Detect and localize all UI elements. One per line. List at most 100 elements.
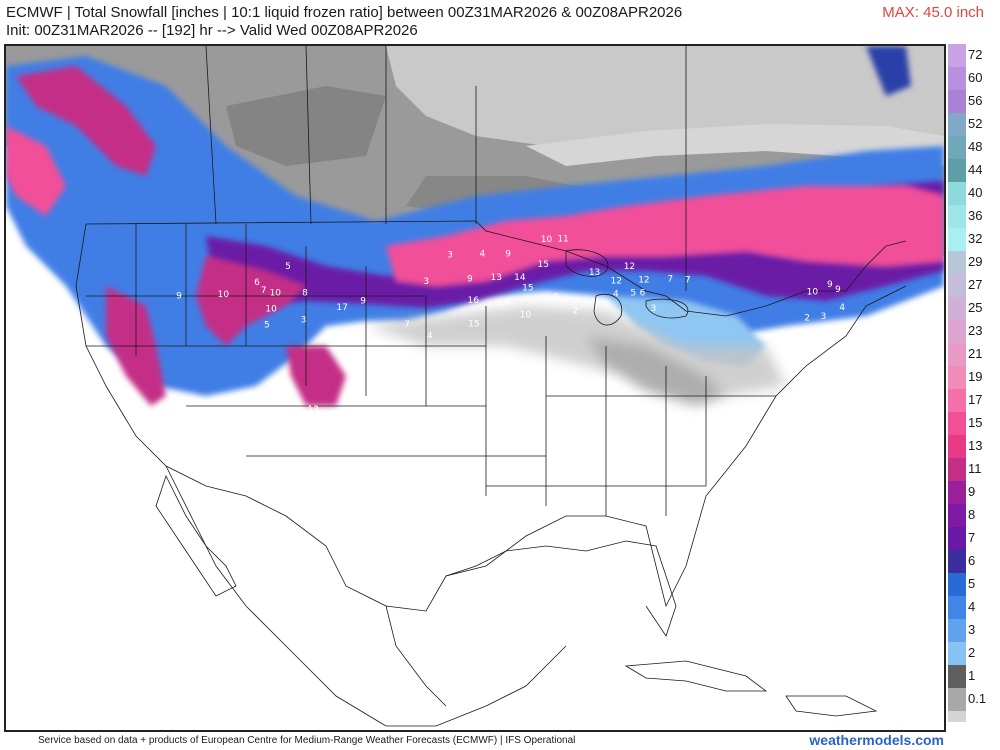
snowfall-value-label: 15	[538, 260, 549, 270]
snowfall-value-label: 2	[804, 313, 810, 323]
colorbar-label: 32	[968, 231, 983, 247]
colorbar-label: 13	[968, 438, 983, 454]
snowfall-value-label: 4	[613, 289, 619, 299]
colorbar-swatch	[948, 44, 966, 68]
snowfall-value-label: 7	[404, 320, 410, 330]
colorbar-label: 15	[968, 415, 983, 431]
colorbar-label: 11	[968, 461, 982, 477]
snowfall-value-label: 13	[308, 405, 319, 415]
colorbar-swatch	[948, 66, 966, 91]
colorbar-swatch	[948, 319, 966, 344]
snowfall-value-label: 10	[541, 235, 553, 245]
snowfall-value-label: 4	[839, 303, 845, 313]
colorbar-label: 40	[968, 185, 983, 201]
colorbar-label: 25	[968, 300, 983, 316]
snowfall-value-label: 9	[360, 297, 366, 307]
colorbar-swatch	[948, 296, 966, 321]
snowfall-value-label: 16	[498, 298, 510, 308]
colorbar-swatch	[948, 411, 966, 436]
snowfall-value-label: 6	[553, 292, 559, 302]
max-snowfall-label: MAX: 45.0 inch	[882, 4, 984, 21]
snow-fringe-gray	[366, 306, 786, 406]
colorbar-swatch	[948, 434, 966, 459]
snow-band-magenta	[6, 66, 944, 406]
snowfall-value-label: 12	[624, 262, 635, 272]
snowfall-value-label: 15	[468, 319, 479, 329]
snowfall-value-label: 9	[467, 274, 473, 284]
colorbar-swatch	[948, 664, 966, 688]
snowfall-value-label: 7	[261, 286, 267, 296]
snowfall-value-label: 4	[427, 331, 433, 341]
snowfall-value-label: 10	[807, 287, 819, 297]
colorbar-swatch	[948, 710, 966, 722]
colorbar-label: 9	[968, 484, 976, 500]
colorbar-label: 27	[968, 277, 983, 293]
map-header: ECMWF | Total Snowfall [inches | 10:1 li…	[0, 0, 1000, 44]
colorbar-swatch	[948, 480, 966, 505]
snowfall-value-label: 8	[302, 288, 308, 298]
colorbar-swatch	[948, 526, 966, 551]
snowfall-value-label: 6	[640, 288, 646, 298]
colorbar-swatch	[948, 342, 966, 367]
snowfall-value-label: 15	[522, 284, 533, 294]
snowfall-value-label: 9	[176, 292, 182, 302]
snowfall-map[interactable]: 10 11 15 9 4 3 3 9 13 14 15 16 16 10 15 13 12 12 12 6 4 5 6 7 7 3…	[4, 44, 946, 732]
colorbar-label: 0.1	[968, 691, 987, 707]
colorbar-swatch	[948, 112, 966, 137]
snowfall-value-label: 3	[301, 316, 307, 326]
snowfall-value-label: 3	[821, 312, 827, 322]
colorbar-label: 17	[968, 392, 983, 408]
map-boundaries	[75, 46, 907, 727]
colorbar-swatch	[948, 687, 966, 711]
colorbar-swatch	[948, 204, 966, 229]
colorbar-swatch	[948, 158, 966, 183]
snowfall-value-label: 12	[610, 277, 621, 287]
colorbar-label: 8	[968, 507, 976, 523]
brand-link[interactable]: weathermodels.com	[809, 732, 944, 748]
colorbar-label: 60	[968, 70, 983, 86]
snowfall-value-label: 17	[336, 303, 347, 313]
snowfall-value-label: 10	[270, 288, 282, 298]
colorbar-label: 72	[968, 47, 983, 63]
data-source-credit: Service based on data + products of Euro…	[38, 735, 576, 746]
snowfall-value-label: 4	[479, 249, 485, 259]
colorbar-label: 4	[968, 599, 976, 615]
colorbar-swatch	[948, 135, 966, 160]
colorbar-label: 7	[968, 530, 976, 546]
colorbar-label: 19	[968, 369, 983, 385]
map-title: ECMWF | Total Snowfall [inches | 10:1 li…	[6, 4, 683, 21]
colorbar-label: 56	[968, 93, 983, 109]
snowfall-value-label: 3	[651, 304, 657, 314]
colorbar-swatch	[948, 388, 966, 413]
colorbar-label: 1	[968, 668, 976, 684]
colorbar-label: 5	[968, 576, 976, 592]
colorbar-swatch	[948, 595, 966, 620]
colorbar-label: 6	[968, 553, 976, 569]
snowfall-value-label: 10	[218, 290, 230, 300]
snowfall-value-label: 7	[667, 275, 673, 285]
snowfall-value-label: 6	[254, 278, 260, 288]
colorbar-label: 3	[968, 622, 976, 638]
colorbar-swatch	[948, 549, 966, 574]
snowfall-value-label: 16	[467, 296, 479, 306]
snowfall-value-label: 12	[638, 276, 649, 286]
snowfall-value-label: 5	[285, 262, 291, 272]
snowfall-value-label: 3	[447, 251, 453, 261]
snowfall-value-label: 13	[589, 268, 600, 278]
snowfall-value-label: 9	[835, 285, 841, 295]
snowfall-value-label: 11	[557, 235, 568, 245]
colorbar-swatch	[948, 89, 966, 114]
colorbar-label: 23	[968, 323, 983, 339]
snowfall-value-label: 5	[630, 289, 636, 299]
colorbar-label: 36	[968, 208, 983, 224]
colorbar-swatch	[948, 250, 966, 275]
snowfall-value-label: 13	[491, 273, 502, 283]
snowfall-value-label: 3	[423, 277, 429, 287]
snowfall-value-label: 2	[572, 306, 578, 316]
colorbar-swatch	[948, 273, 966, 298]
colorbar-label: 44	[968, 162, 983, 178]
snowfall-value-label: 7	[685, 276, 691, 286]
colorbar-swatch	[948, 572, 966, 597]
